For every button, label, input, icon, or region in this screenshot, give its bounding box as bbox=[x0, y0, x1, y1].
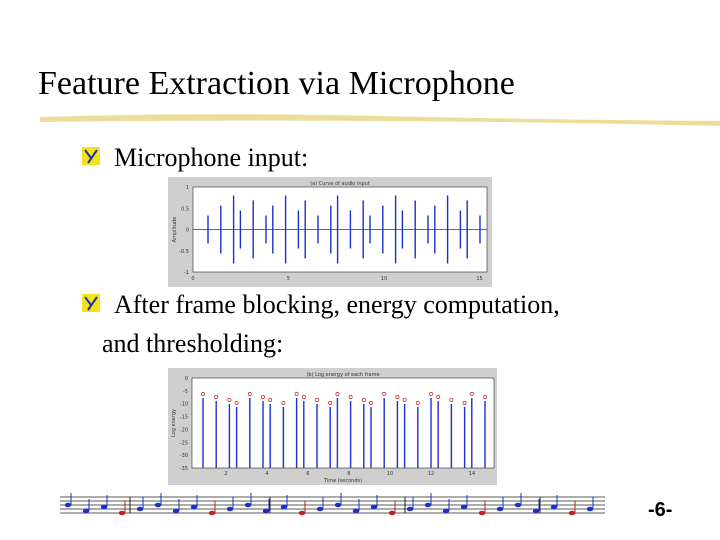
bullet-icon bbox=[82, 147, 100, 165]
x-tick-label: 10 bbox=[381, 276, 387, 282]
threshold-marker bbox=[268, 398, 273, 402]
x-tick-label: 4 bbox=[265, 471, 268, 477]
note-head bbox=[244, 502, 252, 508]
threshold-marker bbox=[328, 401, 333, 405]
threshold-marker bbox=[415, 401, 420, 405]
note-head bbox=[550, 504, 558, 510]
threshold-marker bbox=[294, 392, 299, 396]
bullet-text: After frame blocking, energy computation… bbox=[114, 290, 560, 319]
note-head bbox=[136, 506, 144, 512]
figure: (a) Curve of audio input Amplitude 1 0.5 0 -0… bbox=[168, 177, 492, 287]
threshold-marker bbox=[301, 395, 306, 399]
threshold-marker bbox=[382, 392, 387, 396]
y-tick-label: -0.5 bbox=[179, 249, 189, 255]
threshold-marker bbox=[227, 398, 232, 402]
threshold-marker bbox=[261, 395, 265, 399]
note-head bbox=[388, 510, 396, 516]
title-underline bbox=[40, 114, 720, 126]
note-head bbox=[82, 508, 90, 514]
note-head bbox=[226, 506, 234, 512]
threshold-marker bbox=[483, 395, 487, 399]
note-head bbox=[298, 510, 306, 516]
note-head bbox=[262, 508, 270, 514]
threshold-marker bbox=[402, 398, 407, 402]
note-head bbox=[532, 508, 540, 514]
x-axis-label: Time (seconds) bbox=[323, 478, 362, 484]
x-tick-label: 5 bbox=[287, 276, 290, 282]
music-staff bbox=[60, 493, 605, 516]
y-tick-label: 1 bbox=[186, 185, 189, 191]
y-tick-label: -10 bbox=[180, 402, 188, 408]
threshold-marker bbox=[369, 401, 373, 405]
note-head bbox=[64, 502, 72, 508]
y-tick-label: -25 bbox=[180, 440, 188, 446]
y-tick-label: 0 bbox=[185, 376, 188, 382]
figure-title: (a) Curve of audio input bbox=[310, 181, 370, 187]
x-tick-label: 0 bbox=[191, 276, 194, 282]
figure: (b) Log energy of each frame Log energy Ti… bbox=[168, 368, 497, 485]
note-head bbox=[370, 504, 378, 510]
threshold-marker bbox=[315, 398, 319, 402]
y-tick-label: 0.5 bbox=[181, 206, 189, 212]
slide-title: Feature Extraction via Microphone bbox=[38, 65, 515, 102]
y-tick-label: -15 bbox=[180, 415, 188, 421]
note-head bbox=[460, 504, 468, 510]
x-tick-label: 2 bbox=[224, 471, 227, 477]
y-tick-label: -35 bbox=[180, 466, 188, 472]
threshold-marker bbox=[335, 392, 340, 396]
note-head bbox=[586, 506, 594, 512]
note-head bbox=[154, 502, 162, 508]
note-head bbox=[172, 508, 180, 514]
note-head bbox=[316, 506, 324, 512]
note-head bbox=[406, 506, 414, 512]
note-head bbox=[352, 508, 360, 514]
threshold-marker bbox=[361, 398, 366, 402]
note-head bbox=[568, 510, 576, 516]
y-tick-label: -5 bbox=[183, 389, 188, 395]
threshold-marker bbox=[201, 392, 205, 396]
threshold-marker bbox=[436, 395, 441, 399]
note-head bbox=[496, 506, 504, 512]
bullet-text: Microphone input: bbox=[114, 143, 308, 172]
note-head bbox=[514, 502, 522, 508]
x-tick-label: 8 bbox=[347, 471, 350, 477]
y-tick-label: -20 bbox=[180, 427, 188, 433]
figure-title: (b) Log energy of each frame bbox=[306, 372, 379, 378]
x-tick-label: 15 bbox=[476, 276, 482, 282]
note-head bbox=[442, 508, 450, 514]
threshold-marker bbox=[429, 392, 433, 396]
x-tick-label: 12 bbox=[428, 471, 434, 477]
y-tick-label: -30 bbox=[180, 453, 188, 459]
note-head bbox=[424, 502, 432, 508]
note-head bbox=[280, 504, 288, 510]
x-tick-label: 10 bbox=[387, 471, 393, 477]
threshold-marker bbox=[214, 395, 219, 399]
y-tick-label: 0 bbox=[186, 228, 189, 234]
threshold-marker bbox=[462, 401, 467, 405]
y-axis-label: Amplitude bbox=[172, 217, 178, 243]
threshold-marker bbox=[247, 392, 252, 396]
bullet-icon bbox=[82, 294, 100, 312]
bullet-text: and thresholding: bbox=[102, 329, 283, 358]
threshold-marker bbox=[348, 395, 353, 399]
threshold-marker bbox=[469, 392, 474, 396]
note-head bbox=[478, 510, 486, 516]
y-tick-label: -1 bbox=[184, 270, 189, 276]
note-head bbox=[208, 510, 216, 516]
threshold-marker bbox=[281, 401, 286, 405]
x-tick-label: 14 bbox=[469, 471, 475, 477]
page-number: -6- bbox=[648, 499, 672, 521]
threshold-marker bbox=[234, 401, 239, 405]
note-head bbox=[190, 504, 198, 510]
y-axis-label: Log energy bbox=[171, 409, 177, 437]
x-tick-label: 6 bbox=[306, 471, 309, 477]
threshold-marker bbox=[449, 398, 454, 402]
note-head bbox=[118, 510, 126, 516]
note-head bbox=[100, 504, 108, 510]
threshold-marker bbox=[395, 395, 400, 399]
note-head bbox=[334, 502, 342, 508]
